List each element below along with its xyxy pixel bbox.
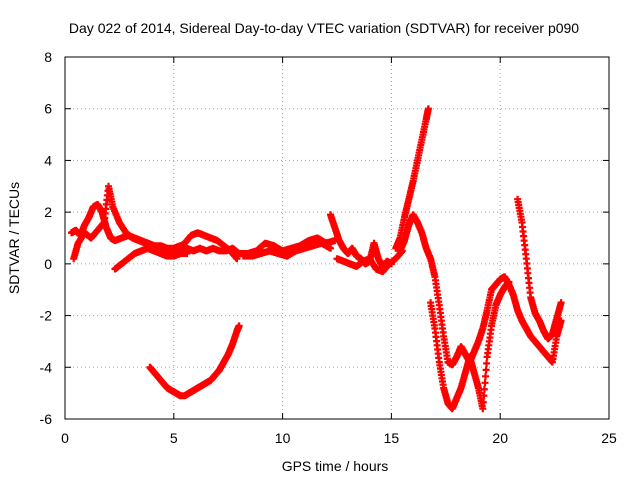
- y-tick-label: 0: [44, 256, 52, 272]
- y-tick-label: -4: [40, 359, 53, 375]
- x-tick-label: 15: [384, 430, 400, 446]
- x-tick-label: 5: [170, 430, 178, 446]
- data-point: [146, 322, 243, 400]
- y-tick-label: -2: [40, 308, 53, 324]
- plot-frame: [64, 56, 610, 420]
- data-point: [392, 105, 432, 252]
- x-tick-label: 25: [601, 430, 617, 446]
- data-point: [239, 239, 334, 260]
- data-series: [146, 322, 243, 400]
- y-tick-label: 4: [44, 152, 52, 168]
- data-point: [396, 211, 565, 369]
- data-series: [111, 244, 191, 273]
- data-point: [514, 195, 565, 343]
- x-tick-label: 10: [275, 430, 291, 446]
- y-tick-label: 6: [44, 101, 52, 117]
- x-tick-label: 20: [492, 430, 508, 446]
- chart-title: Day 022 of 2014, Sidereal Day-to-day VTE…: [69, 20, 579, 36]
- data-series: [70, 182, 241, 263]
- x-tick-label: 0: [61, 430, 69, 446]
- x-axis-title: GPS time / hours: [282, 458, 389, 474]
- y-tick-label: -6: [40, 411, 53, 427]
- y-tick-label: 2: [44, 204, 52, 220]
- data-series: [333, 247, 406, 276]
- data-series: [239, 239, 334, 260]
- grid: [65, 57, 609, 419]
- data-series: [514, 195, 565, 343]
- data-point: [111, 244, 191, 273]
- data-point: [427, 278, 513, 413]
- axis-ticks: 0 5 10 15 20 25 -6 -4 -2 0 2 4 6 8: [40, 49, 617, 446]
- data-series: [396, 211, 565, 369]
- data-points: [68, 105, 565, 413]
- data-series: [392, 105, 432, 252]
- data-series: [427, 278, 513, 413]
- y-tick-label: 8: [44, 49, 52, 65]
- data-point: [70, 182, 241, 263]
- y-axis-title: SDTVAR / TECUs: [6, 182, 22, 294]
- data-point: [333, 247, 406, 276]
